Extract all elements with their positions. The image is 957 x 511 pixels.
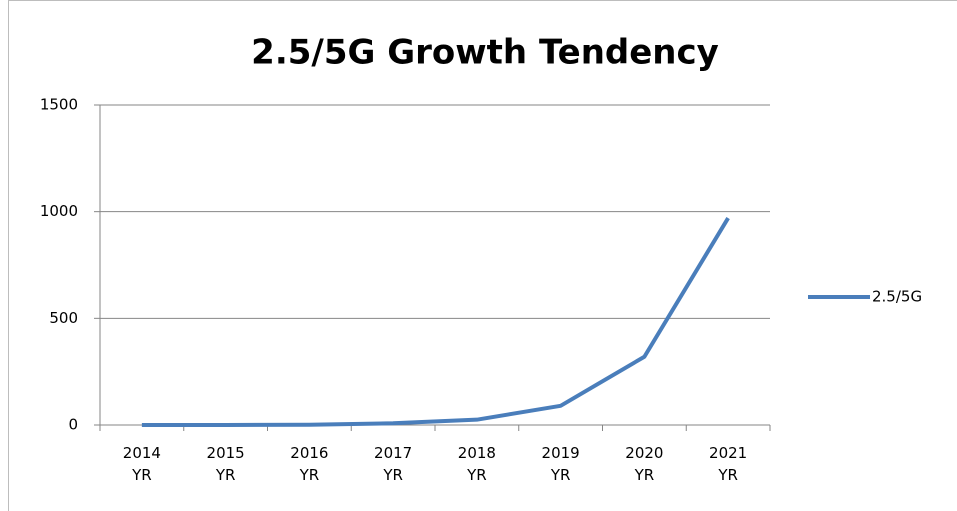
x-tick-label: 2016 YR: [290, 444, 329, 484]
y-tick-label: 1500: [40, 96, 78, 114]
legend-label: 2.5/5G: [872, 288, 922, 306]
x-tick-label: 2020 YR: [625, 444, 664, 484]
y-tick-label: 500: [49, 309, 78, 327]
data-line: [141, 217, 730, 427]
y-tick-label: 1000: [40, 202, 78, 220]
x-tick-label: 2015 YR: [206, 444, 245, 484]
chart-title: 2.5/5G Growth Tendency: [251, 33, 719, 73]
x-tick-label: 2021 YR: [709, 444, 748, 484]
chart-border: [8, 0, 957, 511]
x-tick-label: 2014 YR: [122, 444, 161, 484]
x-tick-label: 2017 YR: [374, 444, 413, 484]
y-tick-label: 0: [68, 416, 78, 434]
x-tick-label: 2019 YR: [541, 444, 580, 484]
x-tick-label: 2018 YR: [457, 444, 496, 484]
